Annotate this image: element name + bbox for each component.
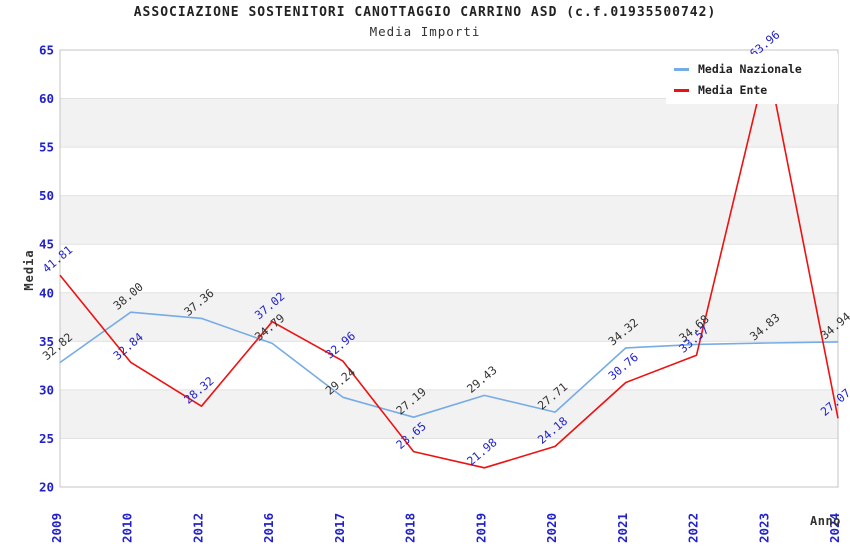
x-tick-label: 2010 (120, 513, 135, 543)
x-tick-label: 2017 (332, 513, 347, 543)
y-tick-label: 25 (39, 431, 54, 446)
x-axis-title: Anno (810, 514, 841, 528)
plot-band (60, 341, 838, 390)
x-tick-label: 2022 (686, 513, 701, 543)
legend-item-media-nazionale: Media Nazionale (674, 62, 838, 76)
legend-item-media-ente: Media Ente (674, 83, 838, 97)
x-tick-label: 2009 (49, 513, 64, 543)
y-tick-label: 40 (39, 285, 54, 300)
x-tick-label: 2016 (261, 513, 276, 543)
x-tick-label: 2019 (473, 513, 488, 543)
chart-title: ASSOCIAZIONE SOSTENITORI CANOTTAGGIO CAR… (133, 5, 717, 20)
plot-band (60, 389, 838, 439)
line-media-ente (59, 59, 839, 469)
y-tick-label: 20 (39, 480, 54, 495)
x-tick-label: 2021 (615, 513, 630, 543)
y-tick-label: 55 (39, 140, 54, 155)
line-media-nazionale (59, 311, 839, 419)
x-tick-label: 2024 (827, 513, 842, 543)
plot-band (60, 98, 838, 148)
plot-band (60, 195, 838, 245)
y-tick-label: 60 (39, 91, 54, 106)
media-ente-swatch-icon (674, 88, 689, 92)
x-tick-label: 2023 (756, 513, 771, 543)
y-tick-label: 65 (39, 43, 54, 58)
plot-band (60, 147, 838, 196)
x-tick-label: 2012 (190, 513, 205, 543)
y-axis-title: Media (22, 249, 36, 291)
plot-band (60, 244, 838, 293)
plot-border (59, 49, 839, 488)
legend-label-media-ente: Media Ente (698, 83, 768, 97)
legend: Media Nazionale Media Ente (666, 54, 838, 104)
plot-band (60, 438, 838, 487)
chart-subtitle: Media Importi (369, 24, 481, 39)
y-tick-label: 50 (39, 188, 54, 203)
y-tick-label: 45 (39, 237, 54, 252)
y-tick-label: 35 (39, 334, 54, 349)
legend-label-media-nazionale: Media Nazionale (698, 62, 802, 76)
y-tick-label: 30 (39, 382, 54, 397)
plot-band (60, 292, 838, 342)
x-tick-label: 2020 (544, 513, 559, 543)
media-nazionale-swatch-icon (674, 67, 689, 71)
x-tick-label: 2018 (403, 513, 418, 543)
